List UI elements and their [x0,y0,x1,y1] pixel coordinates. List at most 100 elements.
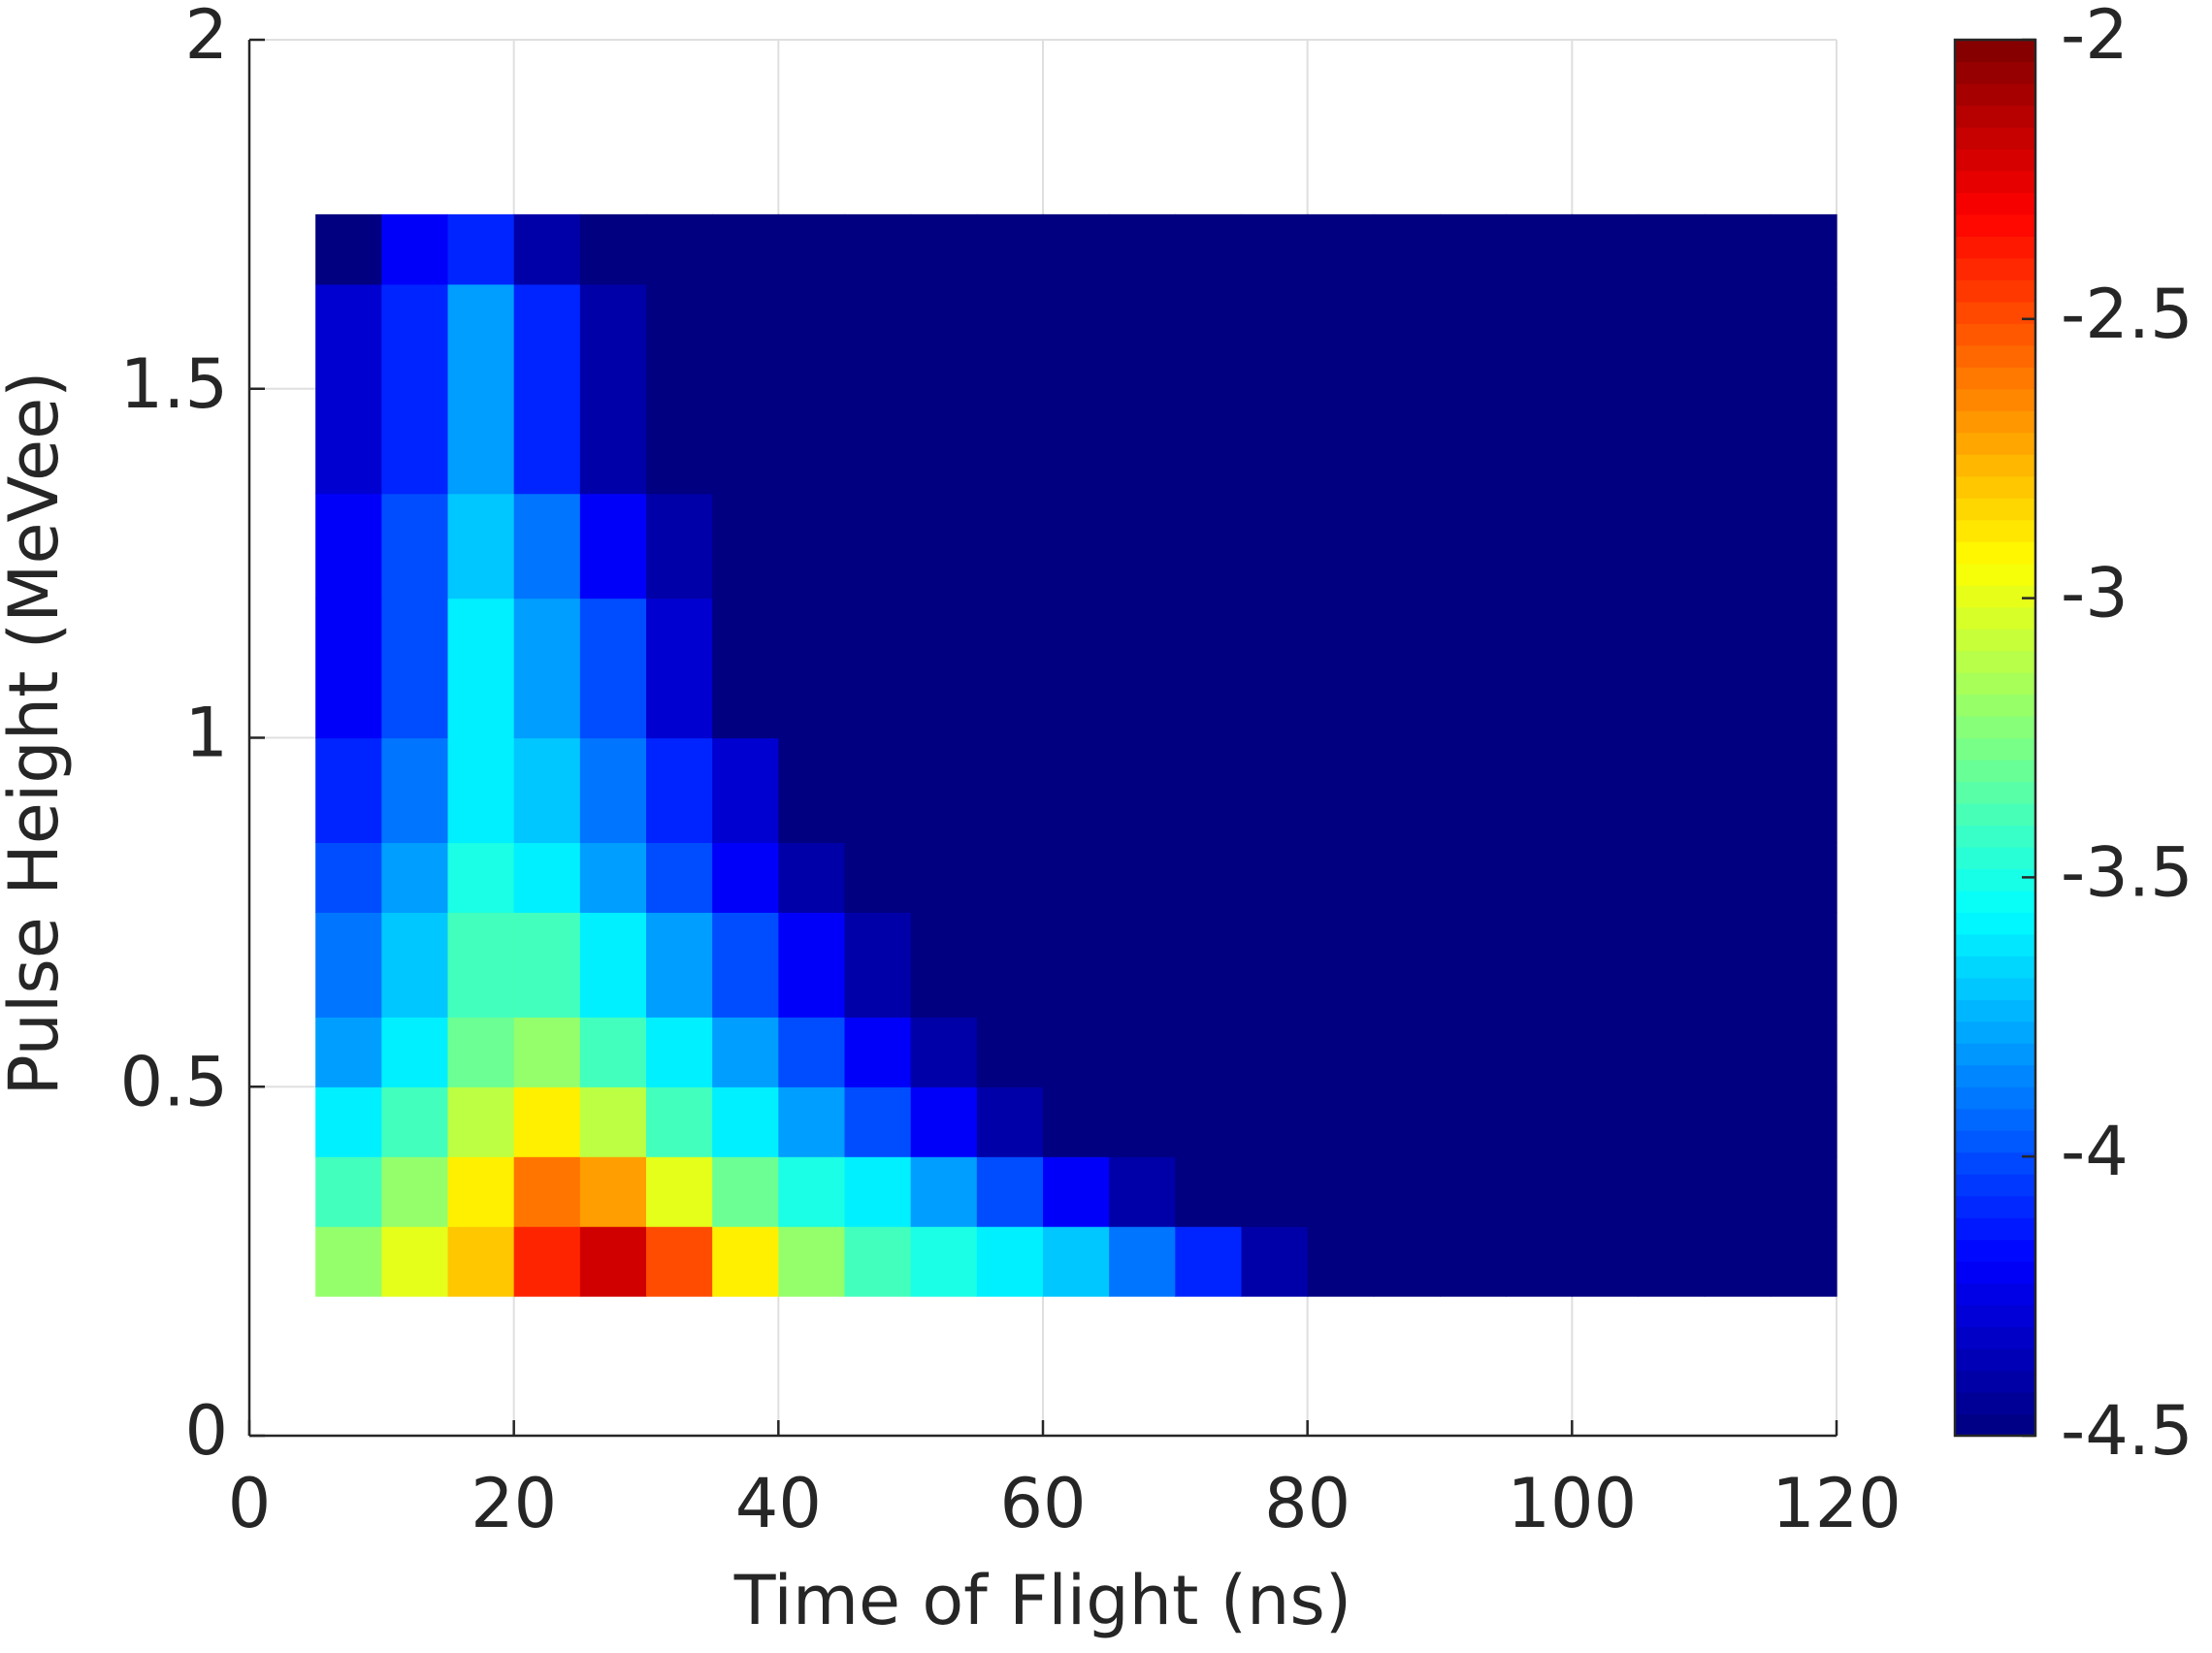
heatmap-cell [844,737,912,844]
colorbar-step [1955,40,2035,63]
heatmap-cell [579,1017,647,1087]
heatmap-cell [910,598,978,739]
heatmap-cell [1770,842,1838,913]
heatmap-cell [381,842,449,913]
heatmap-cell [712,493,779,600]
heatmap-cell [1506,1086,1573,1157]
heatmap-cell [1109,737,1176,844]
colorbar-step [1955,585,2035,608]
colorbar-step [1955,1261,2035,1284]
heatmap-cell [1770,213,1838,285]
heatmap-cell [579,213,647,285]
heatmap-cell [1770,493,1838,600]
colorbar-step [1955,213,2035,237]
heatmap-cell [1506,1226,1573,1297]
heatmap-cell [381,213,449,285]
heatmap-cell [712,737,779,844]
colorbar-step [1955,170,2035,193]
heatmap-cell [1175,737,1243,844]
heatmap-cell [1307,737,1375,844]
heatmap-cell [976,493,1044,600]
heatmap-cell [1506,737,1573,844]
heatmap-cell [513,283,581,495]
heatmap-cell [1770,912,1838,1018]
heatmap-cell [1506,493,1573,600]
colorbar-step [1955,432,2035,455]
y-tick-label: 0 [184,1391,228,1471]
heatmap-cell [381,1086,449,1157]
heatmap-cell [910,737,978,844]
colorbar-step [1955,454,2035,477]
colorbar-step [1955,126,2035,150]
heatmap-cell [381,1156,449,1227]
heatmap-cell [910,1086,978,1157]
heatmap-cell [712,842,779,913]
heatmap-cell [1109,1156,1176,1227]
colorbar-step [1955,1217,2035,1241]
heatmap-cell [381,737,449,844]
colorbar-step [1955,912,2035,935]
heatmap-cell [1506,842,1573,913]
heatmap-cell [1043,912,1110,1018]
heatmap-cell [1506,283,1573,495]
heatmap-cell [1506,1017,1573,1087]
heatmap-cell [976,213,1044,285]
heatmap-cell [910,842,978,913]
heatmap-cell [1770,737,1838,844]
heatmap-cell [1043,1086,1110,1157]
colorbar-step [1955,781,2035,804]
colorbar-step [1955,1282,2035,1306]
heatmap-cell [1638,737,1706,844]
heatmap-cell [579,1156,647,1227]
heatmap-cell [1506,1156,1573,1227]
heatmap-cell [844,912,912,1018]
colorbar-step [1955,1086,2035,1110]
colorbar-step [1955,956,2035,979]
colorbar-step [1955,279,2035,303]
heatmap-cell [1373,1226,1441,1297]
heatmap-cell [1043,1226,1110,1297]
heatmap-cell [1704,912,1772,1018]
heatmap-cell [1638,598,1706,739]
colorbar-step [1955,1239,2035,1262]
colorbar-tick-label: -2.5 [2061,275,2194,354]
x-tick-label: 0 [228,1464,272,1543]
y-tick-label: 0.5 [120,1042,228,1121]
heatmap-cell [844,493,912,600]
heatmap-cell [1307,213,1375,285]
x-tick-label: 60 [999,1464,1086,1543]
heatmap-cell [315,1086,382,1157]
heatmap-cell [1506,213,1573,285]
x-axis-label: Time of Flight (ns) [733,1561,1351,1640]
colorbar-step [1955,737,2035,761]
heatmap-cell [1572,1226,1640,1297]
y-axis-label: Pulse Height (MeVee) [0,372,74,1096]
heatmap-cell [1175,283,1243,495]
heatmap-cell [447,1086,515,1157]
colorbar-tick-label: -2 [2061,0,2129,75]
colorbar-step [1955,367,2035,390]
heatmap-cell [712,912,779,1018]
heatmap-cell [1638,283,1706,495]
heatmap-cell [315,213,382,285]
heatmap-cell [1241,1017,1309,1087]
heatmap-cell [1175,493,1243,600]
heatmap-cell [1109,283,1176,495]
colorbar-step [1955,1305,2035,1328]
heatmap-cell [1440,493,1507,600]
colorbar-step [1955,410,2035,434]
heatmap-cell [1373,912,1441,1018]
heatmap-cell [910,213,978,285]
heatmap-cell [778,912,846,1018]
colorbar-step [1955,388,2035,411]
heatmap-cell [1109,1086,1176,1157]
heatmap-cell [778,737,846,844]
heatmap-cell [1572,283,1640,495]
heatmap-cell [1373,737,1441,844]
heatmap-cell [1704,283,1772,495]
heatmap-cell [1241,737,1309,844]
heatmap-cell [579,912,647,1018]
colorbar-step [1955,344,2035,368]
heatmap-cell [1638,1226,1706,1297]
heatmap-cell [381,493,449,600]
